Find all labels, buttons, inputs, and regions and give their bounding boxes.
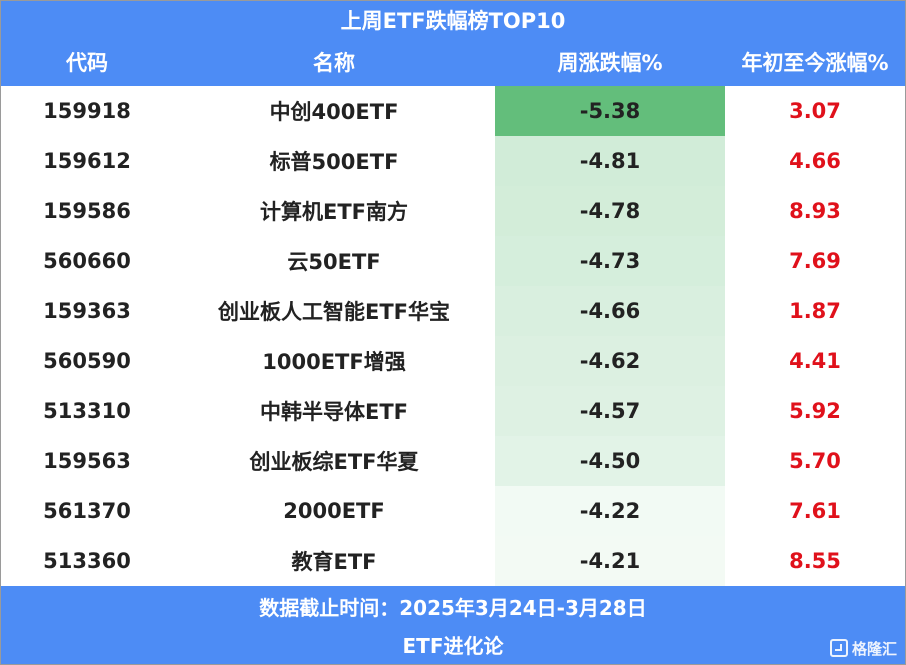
cell-name: 创业板综ETF华夏 xyxy=(249,450,419,474)
cell-ytd-change: 5.92 xyxy=(789,399,841,423)
footer-date-range: 数据截止时间：2025年3月24日-3月28日 xyxy=(259,595,647,620)
cell-code: 159918 xyxy=(43,99,131,123)
cell-weekly-change: -4.66 xyxy=(495,286,725,336)
table-title: 上周ETF跌幅榜TOP10 xyxy=(1,1,905,38)
cell-ytd-change: 8.55 xyxy=(789,549,841,573)
cell-ytd-change: 5.70 xyxy=(789,449,841,473)
cell-weekly-change: -4.73 xyxy=(495,236,725,286)
cell-ytd-change: 7.69 xyxy=(789,249,841,273)
gelonghui-logo-icon xyxy=(829,639,848,657)
cell-ytd-change: 4.41 xyxy=(789,349,841,373)
cell-name: 2000ETF xyxy=(283,499,385,523)
table-row: 159363 创业板人工智能ETF华宝 -4.66 1.87 xyxy=(1,286,905,336)
cell-ytd-change: 3.07 xyxy=(789,99,841,123)
cell-code: 159586 xyxy=(43,199,131,223)
cell-weekly-change: -4.50 xyxy=(495,436,725,486)
cell-name: 教育ETF xyxy=(291,550,377,574)
cell-name: 云50ETF xyxy=(287,250,381,274)
cell-weekly-change: -4.21 xyxy=(495,536,725,586)
table-row: 159586 计算机ETF南方 -4.78 8.93 xyxy=(1,186,905,236)
cell-name: 1000ETF增强 xyxy=(262,350,406,374)
table-row: 159612 标普500ETF -4.81 4.66 xyxy=(1,136,905,186)
cell-weekly-change: -4.57 xyxy=(495,386,725,436)
cell-ytd-change: 7.61 xyxy=(789,499,841,523)
cell-weekly-change: -4.62 xyxy=(495,336,725,386)
cell-code: 159612 xyxy=(43,149,131,173)
cell-name: 中韩半导体ETF xyxy=(259,400,408,424)
cell-ytd-change: 8.93 xyxy=(789,199,841,223)
cell-ytd-change: 4.66 xyxy=(789,149,841,173)
cell-code: 513310 xyxy=(43,399,131,423)
cell-name: 计算机ETF南方 xyxy=(259,200,408,224)
cell-name: 中创400ETF xyxy=(269,100,399,124)
column-header-name: 名称 xyxy=(313,51,355,75)
footer-source: ETF进化论 xyxy=(402,633,504,658)
table-row: 560590 1000ETF增强 -4.62 4.41 xyxy=(1,336,905,386)
table-title-text: 上周ETF跌幅榜TOP10 xyxy=(340,8,566,33)
table-body: 159918 中创400ETF -5.38 3.07 159612 标普500ETF -4.… xyxy=(1,86,905,586)
column-header-ytd-change: 年初至今涨幅% xyxy=(741,51,889,75)
table-row: 561370 2000ETF -4.22 7.61 xyxy=(1,486,905,536)
watermark: 格隆汇 xyxy=(829,636,897,660)
cell-ytd-change: 1.87 xyxy=(789,299,841,323)
cell-weekly-change: -4.78 xyxy=(495,186,725,236)
table-row: 159918 中创400ETF -5.38 3.07 xyxy=(1,86,905,136)
table-row: 159563 创业板综ETF华夏 -4.50 5.70 xyxy=(1,436,905,486)
table-row: 513360 教育ETF -4.21 8.55 xyxy=(1,536,905,586)
cell-name: 创业板人工智能ETF华宝 xyxy=(217,300,450,324)
cell-code: 561370 xyxy=(43,499,131,523)
cell-code: 159563 xyxy=(43,449,131,473)
cell-weekly-change: -4.81 xyxy=(495,136,725,186)
column-header-weekly-change: 周涨跌幅% xyxy=(557,51,663,75)
column-header-row: 代码 名称 周涨跌幅% 年初至今涨幅% xyxy=(1,38,905,86)
cell-weekly-change: -4.22 xyxy=(495,486,725,536)
cell-code: 560590 xyxy=(43,349,131,373)
watermark-text: 格隆汇 xyxy=(851,639,897,658)
cell-code: 159363 xyxy=(43,299,131,323)
table-footer: 数据截止时间：2025年3月24日-3月28日 ETF进化论 格隆汇 xyxy=(1,586,905,664)
cell-weekly-change: -5.38 xyxy=(495,86,725,136)
column-header-code: 代码 xyxy=(66,51,108,75)
cell-code: 560660 xyxy=(43,249,131,273)
table-row: 560660 云50ETF -4.73 7.69 xyxy=(1,236,905,286)
cell-name: 标普500ETF xyxy=(269,150,399,174)
table-row: 513310 中韩半导体ETF -4.57 5.92 xyxy=(1,386,905,436)
cell-code: 513360 xyxy=(43,549,131,573)
